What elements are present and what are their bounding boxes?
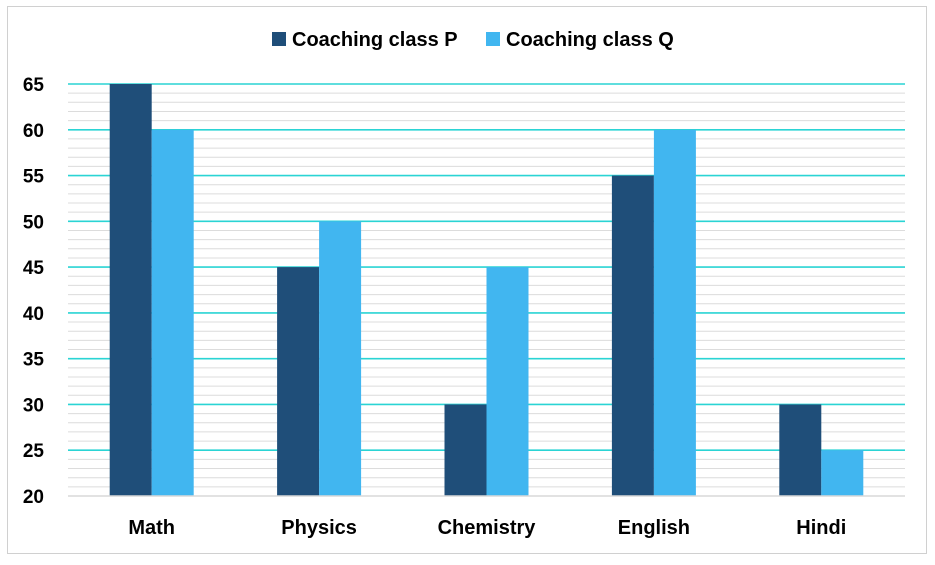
x-tick-label: Math	[128, 517, 175, 539]
bars	[109, 84, 864, 497]
y-tick-label: 20	[23, 487, 44, 508]
bar-hindi-q	[821, 450, 864, 496]
y-tick-label: 45	[23, 258, 45, 279]
legend-label: Coaching class Q	[506, 29, 674, 51]
bar-english-q	[653, 129, 696, 496]
y-tick-label: 50	[23, 212, 44, 233]
bar-chemistry-q	[486, 267, 529, 496]
legend-label: Coaching class P	[292, 29, 458, 51]
y-tick-label: 55	[23, 167, 45, 188]
bar-hindi-p	[779, 404, 822, 496]
x-tick-label: Chemistry	[438, 517, 537, 539]
x-tick-label: Hindi	[796, 517, 846, 539]
bar-chemistry-p	[444, 404, 487, 496]
legend-swatch	[486, 32, 500, 46]
x-tick-label: Physics	[281, 517, 357, 539]
y-tick-label: 40	[23, 304, 44, 325]
x-tick-label: English	[618, 517, 690, 539]
legend: Coaching class P Coaching class Q	[272, 29, 674, 51]
bar-math-p	[109, 84, 152, 496]
bar-physics-q	[319, 221, 362, 497]
y-tick-label: 65	[23, 75, 45, 96]
y-tick-label: 30	[23, 395, 44, 416]
y-tick-label: 60	[23, 121, 44, 142]
axes: 20 25 30 35 40 45 50 55 60 65 Math Physics Chemistry…	[23, 75, 905, 539]
y-tick-label: 35	[23, 350, 45, 371]
bar-english-p	[611, 175, 654, 497]
y-tick-label: 25	[23, 441, 45, 462]
bar-math-q	[151, 129, 194, 496]
legend-swatch	[272, 32, 286, 46]
bar-physics-p	[277, 267, 320, 496]
